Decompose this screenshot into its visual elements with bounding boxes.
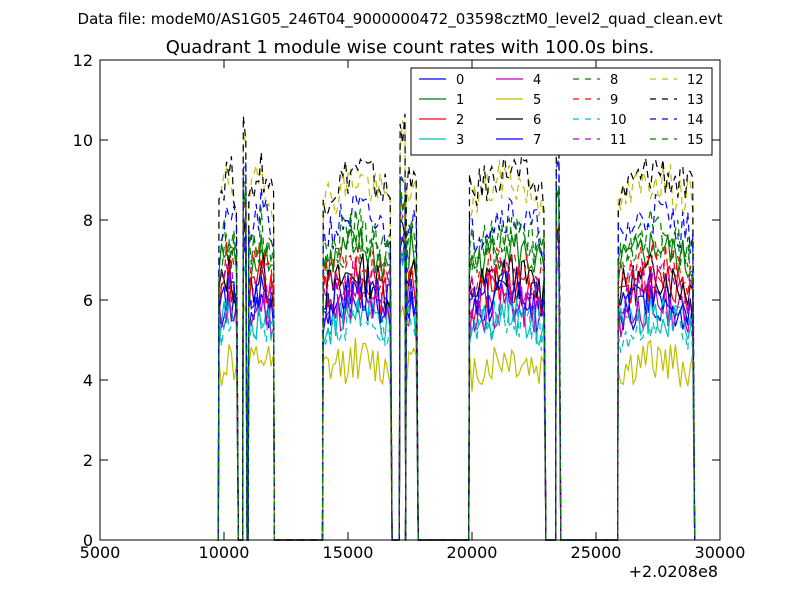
series-line-14 bbox=[217, 158, 696, 541]
series-line-4 bbox=[217, 237, 696, 541]
legend-box bbox=[410, 67, 713, 156]
legend-label: 8 bbox=[610, 73, 618, 88]
y-tick-label: 2 bbox=[83, 451, 93, 470]
legend-label: 5 bbox=[533, 93, 541, 108]
legend-label: 11 bbox=[610, 133, 627, 148]
plot-lines bbox=[217, 113, 696, 541]
x-tick-label: 25000 bbox=[571, 543, 622, 562]
legend-label: 9 bbox=[610, 93, 618, 108]
legend-label: 14 bbox=[687, 113, 704, 128]
x-offset-label: +2.0208e8 bbox=[629, 562, 718, 581]
legend-label: 7 bbox=[533, 133, 541, 148]
series-line-10 bbox=[217, 248, 696, 541]
legend-label: 0 bbox=[456, 73, 464, 88]
series-line-9 bbox=[217, 201, 696, 541]
series-line-15 bbox=[217, 183, 696, 541]
series-line-12 bbox=[217, 119, 696, 541]
x-tick-label: 10000 bbox=[199, 543, 250, 562]
y-tick-label: 0 bbox=[83, 531, 93, 550]
x-tick-label: 20000 bbox=[447, 543, 498, 562]
legend-label: 1 bbox=[456, 93, 464, 108]
y-tick-label: 8 bbox=[83, 211, 93, 230]
legend-label: 10 bbox=[610, 113, 627, 128]
legend-label: 15 bbox=[687, 133, 704, 148]
legend-label: 2 bbox=[456, 113, 464, 128]
series-line-1 bbox=[217, 188, 696, 541]
series-line-5 bbox=[217, 302, 696, 541]
legend-label: 3 bbox=[456, 133, 464, 148]
legend-label: 6 bbox=[533, 113, 541, 128]
legend-label: 12 bbox=[687, 73, 704, 88]
legend-label: 4 bbox=[533, 73, 541, 88]
x-tick-label: 5000 bbox=[80, 543, 121, 562]
chart-title: Quadrant 1 module wise count rates with … bbox=[166, 37, 655, 58]
x-axis: 5000 10000 15000 20000 25000 30000 bbox=[80, 60, 746, 562]
y-tick-label: 4 bbox=[83, 371, 93, 390]
x-tick-label: 15000 bbox=[323, 543, 374, 562]
y-tick-label: 6 bbox=[83, 291, 93, 310]
series-line-3 bbox=[217, 246, 696, 541]
x-tick-label: 30000 bbox=[695, 543, 746, 562]
series-line-8 bbox=[217, 169, 696, 541]
legend-label: 13 bbox=[687, 93, 704, 108]
y-tick-label: 10 bbox=[73, 131, 93, 150]
data-file-label: Data file: modeM0/AS1G05_246T04_90000004… bbox=[78, 10, 723, 29]
y-tick-label: 12 bbox=[73, 51, 93, 70]
